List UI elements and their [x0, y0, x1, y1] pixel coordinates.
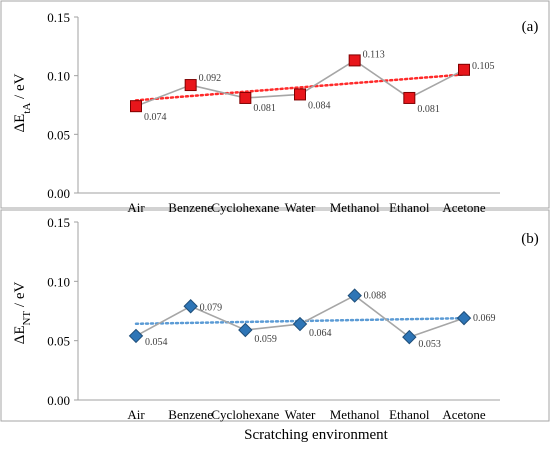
a-data-label: 0.092 — [199, 73, 222, 84]
a-y-tick-label: 0.15 — [47, 10, 70, 25]
b-y-tick-label: 0.05 — [47, 334, 70, 349]
a-data-point — [130, 100, 142, 113]
a-y-axis-title-subscript: tA — [21, 103, 33, 114]
a-y-tick-label: 0.05 — [47, 127, 70, 142]
a-data-point — [239, 91, 252, 104]
b-x-tick-label: Acetone — [442, 407, 486, 422]
a-y-tick-label: 0.00 — [47, 186, 70, 201]
a-data-label: 0.084 — [308, 100, 331, 111]
a-data-point — [294, 88, 306, 101]
a-data-point — [184, 79, 197, 92]
b-data-point — [128, 328, 144, 344]
b-y-tick-label: 0.00 — [47, 393, 70, 408]
x-axis-title: Scratching environment — [244, 427, 389, 443]
b-panel-label: (b) — [521, 231, 539, 247]
a-x-tick-label: Methanol — [330, 200, 380, 215]
a-panel-label: (a) — [522, 19, 539, 35]
b-x-tick-label: Cyclohexane — [211, 407, 279, 422]
b-data-point — [347, 288, 362, 303]
a-data-point — [403, 91, 416, 104]
a-trendline — [134, 73, 466, 102]
a-x-tick-label: Ethanol — [389, 200, 430, 215]
a-x-tick-label: Benzene — [168, 200, 213, 215]
b-y-axis-title-unit: / eV — [12, 282, 28, 311]
a-data-label: 0.105 — [472, 61, 495, 72]
b-x-tick-label: Methanol — [330, 407, 380, 422]
a-y-axis-title: ΔEtA / eV — [12, 73, 33, 132]
b-y-axis-title-subscript: NT — [21, 311, 33, 326]
b-data-label: 0.053 — [418, 339, 441, 350]
a-data-label: 0.113 — [363, 49, 385, 60]
panel-a-frame — [0, 0, 550, 209]
b-data-point — [238, 322, 253, 338]
b-y-tick-label: 0.10 — [47, 274, 70, 289]
b-x-tick-label: Benzene — [168, 407, 213, 422]
a-x-tick-label: Air — [127, 200, 145, 215]
b-data-point — [292, 316, 308, 332]
b-data-label: 0.064 — [309, 328, 332, 339]
b-data-label: 0.069 — [473, 313, 496, 324]
a-data-point — [348, 54, 361, 67]
a-data-label: 0.081 — [417, 104, 440, 115]
b-data-label: 0.059 — [254, 334, 276, 345]
b-data-point — [456, 310, 472, 326]
b-y-axis-title: ΔENT / eV — [12, 282, 33, 345]
b-data-point — [402, 329, 417, 345]
a-x-tick-label: Acetone — [442, 200, 486, 215]
b-data-point — [183, 299, 198, 314]
b-y-tick-label: 0.15 — [47, 215, 70, 230]
b-data-label: 0.088 — [364, 291, 387, 302]
b-x-tick-label: Air — [127, 407, 145, 422]
b-data-label: 0.079 — [200, 302, 223, 313]
a-x-tick-label: Water — [285, 200, 316, 215]
a-x-tick-label: Cyclohexane — [211, 200, 279, 215]
a-data-label: 0.081 — [253, 103, 275, 114]
b-y-axis-title-main: ΔE — [12, 326, 28, 345]
a-y-tick-label: 0.10 — [47, 69, 70, 84]
b-data-label: 0.054 — [145, 337, 168, 348]
a-data-label: 0.074 — [144, 112, 167, 123]
a-data-point — [458, 63, 470, 76]
a-y-axis-title-main: ΔE — [12, 114, 28, 133]
a-y-axis-title-unit: / eV — [12, 73, 28, 102]
panel-b-frame — [0, 209, 550, 422]
b-x-tick-label: Ethanol — [389, 407, 430, 422]
b-x-tick-label: Water — [285, 407, 316, 422]
